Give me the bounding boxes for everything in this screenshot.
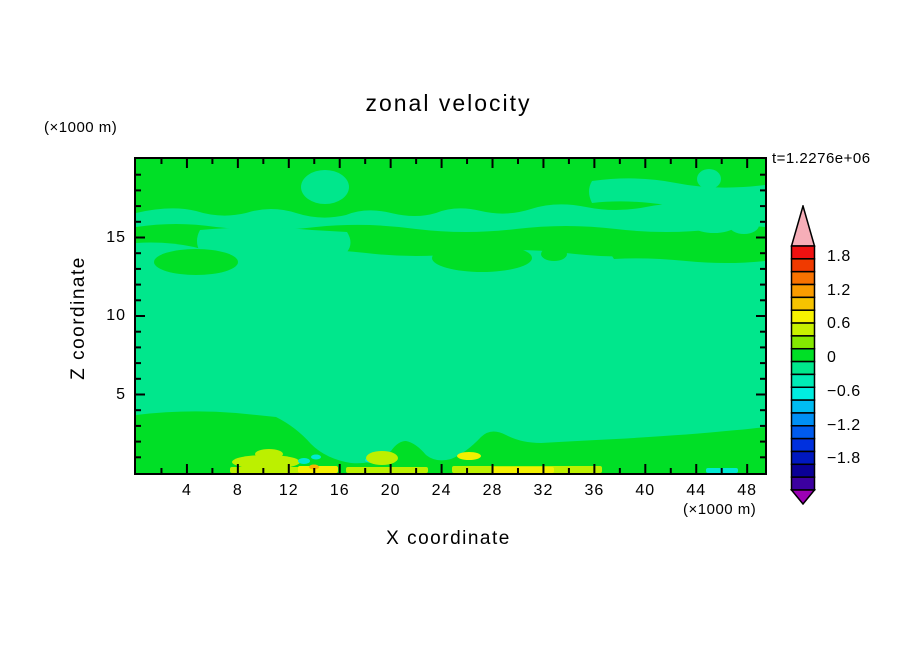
x-tick-label: 32 xyxy=(533,482,554,499)
colorbar-value-label: 0 xyxy=(827,349,837,367)
colorbar-box xyxy=(790,245,816,260)
contour-region xyxy=(457,452,481,460)
x-tick-label: 8 xyxy=(232,482,243,499)
contour-region xyxy=(301,170,349,204)
x-tick-label: 48 xyxy=(737,482,758,499)
contour-region xyxy=(729,216,759,234)
colorbar-top-arrow xyxy=(790,205,816,247)
contour-region xyxy=(322,252,360,280)
x-tick-label: 40 xyxy=(635,482,656,499)
colorbar-box xyxy=(790,322,816,337)
contour-region xyxy=(671,189,697,205)
colorbar-box xyxy=(790,476,816,491)
y-tick-label: 10 xyxy=(106,307,126,324)
contour-region xyxy=(541,247,567,261)
contour-region xyxy=(309,464,319,470)
y-axis-unit-label: (×1000 m) xyxy=(44,119,118,136)
colorbar-box xyxy=(790,425,816,440)
contour-region xyxy=(311,454,321,460)
colorbar-box xyxy=(790,335,816,350)
contour-region xyxy=(230,467,300,473)
contour-region xyxy=(232,455,300,469)
colorbar-box xyxy=(790,360,816,376)
colorbar-box xyxy=(790,373,816,389)
y-tick-label: 5 xyxy=(116,385,126,403)
colorbar-value-label: 1.2 xyxy=(827,281,851,299)
contour-region xyxy=(136,411,765,473)
colorbar-box xyxy=(790,309,816,324)
colorbar-box xyxy=(790,412,816,427)
contour-region xyxy=(366,451,398,465)
contour-region xyxy=(197,227,351,284)
contour-region xyxy=(492,467,554,473)
colorbar-box xyxy=(790,437,816,453)
colorbar-box xyxy=(790,296,816,311)
time-annotation: t=1.2276e+06 xyxy=(772,150,871,167)
x-axis-title: X coordinate xyxy=(386,528,511,549)
x-tick-label: 20 xyxy=(380,482,401,499)
y-tick-label: 15 xyxy=(106,228,126,246)
plot-area xyxy=(134,157,767,475)
colorbar xyxy=(789,205,817,505)
colorbar-bottom-arrow xyxy=(789,489,817,505)
colorbar-box xyxy=(790,258,816,273)
contour-region xyxy=(697,169,721,189)
colorbar-box xyxy=(790,270,816,286)
x-tick-label: 44 xyxy=(686,482,707,499)
colorbar-value-label: 1.8 xyxy=(827,248,851,265)
contour-field xyxy=(136,159,765,473)
colorbar-box xyxy=(790,386,816,401)
colorbar-value-label: −1.2 xyxy=(827,416,861,434)
colorbar-box xyxy=(790,450,816,466)
x-tick-label: 28 xyxy=(482,482,503,499)
contour-region xyxy=(154,249,238,275)
x-tick-label: 4 xyxy=(181,482,192,499)
colorbar-box xyxy=(790,463,816,478)
contour-region xyxy=(298,466,338,473)
contour-region xyxy=(255,449,283,459)
x-axis-unit-label: (×1000 m) xyxy=(683,501,757,518)
colorbar-box xyxy=(790,347,816,363)
colorbar-value-label: −1.8 xyxy=(827,450,861,468)
x-tick-label: 24 xyxy=(431,482,452,499)
contour-region xyxy=(610,239,765,263)
colorbar-box xyxy=(790,399,816,414)
contour-region xyxy=(298,458,310,464)
colorbar-value-label: 0.6 xyxy=(827,315,851,333)
contour-region xyxy=(346,467,428,473)
contour-region xyxy=(432,244,532,272)
x-tick-label: 16 xyxy=(329,482,350,499)
x-tick-label: 36 xyxy=(584,482,605,499)
colorbar-value-label: −0.6 xyxy=(827,382,861,400)
colorbar-box xyxy=(790,283,816,299)
x-tick-label: 12 xyxy=(278,482,299,499)
chart-title: zonal velocity xyxy=(365,90,532,116)
contour-region xyxy=(136,159,765,218)
